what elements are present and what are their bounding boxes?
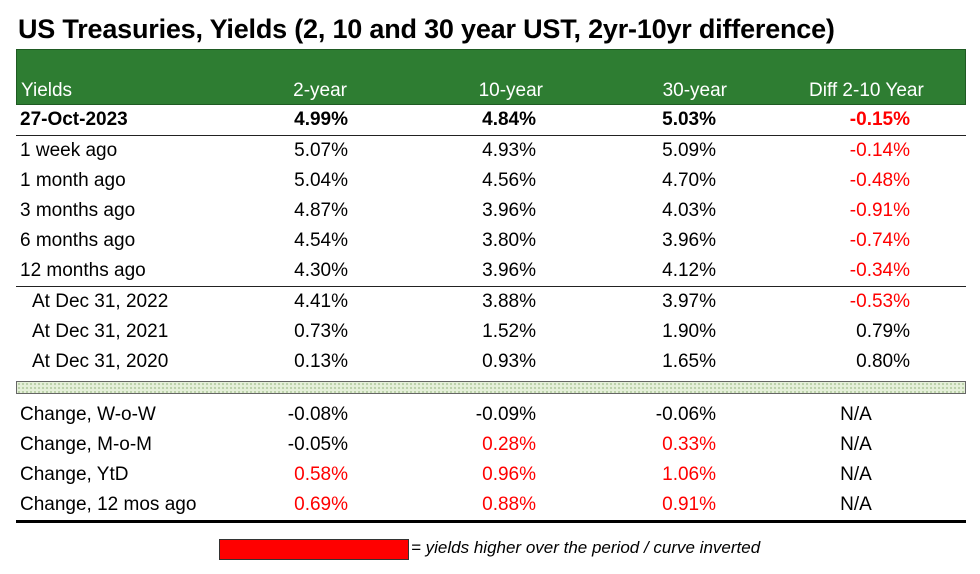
row-label: Change, W-o-W — [20, 404, 156, 425]
cell-diff: N/A — [840, 434, 872, 455]
table-row: 3 months ago 4.87% 3.96% 4.03% -0.91% — [16, 196, 966, 226]
table-bottom-rule — [16, 520, 966, 523]
table-row: 1 week ago 5.07% 4.93% 5.09% -0.14% — [16, 135, 966, 166]
legend-red-swatch — [219, 539, 409, 560]
row-label: 3 months ago — [20, 200, 136, 221]
legend-text: = yields higher over the period / curve … — [411, 538, 761, 557]
cell-2yr: -0.05% — [287, 434, 348, 455]
cell-diff: N/A — [840, 464, 872, 485]
cell-30yr: 5.03% — [662, 109, 716, 130]
table-header: Yields 2-year 10-year 30-year Diff 2-10 … — [16, 49, 966, 105]
table-row: 1 month ago 5.04% 4.56% 4.70% -0.48% — [16, 166, 966, 196]
cell-10yr: 4.93% — [482, 140, 536, 161]
yields-table: Yields 2-year 10-year 30-year Diff 2-10 … — [16, 49, 966, 523]
cell-30yr: -0.06% — [655, 404, 716, 425]
table-title: US Treasuries, Yields (2, 10 and 30 year… — [18, 14, 835, 44]
cell-10yr: 0.93% — [482, 351, 536, 372]
cell-diff: -0.14% — [849, 140, 910, 161]
table-row: At Dec 31, 2022 4.41% 3.88% 3.97% -0.53% — [16, 286, 966, 317]
row-label: Change, YtD — [20, 464, 129, 485]
row-label: 27-Oct-2023 — [20, 109, 128, 130]
cell-30yr: 4.12% — [662, 260, 716, 281]
cell-10yr: 3.96% — [482, 200, 536, 221]
row-label: 12 months ago — [20, 260, 146, 281]
cell-10yr: 0.96% — [482, 464, 536, 485]
header-10-year: 10-year — [478, 80, 543, 101]
cell-30yr: 0.33% — [662, 434, 716, 455]
cell-10yr: 4.56% — [482, 170, 536, 191]
cell-10yr: 3.96% — [482, 260, 536, 281]
cell-10yr: 1.52% — [482, 321, 536, 342]
cell-diff: -0.53% — [849, 291, 910, 312]
cell-2yr: 4.54% — [294, 230, 348, 251]
row-label: 6 months ago — [20, 230, 136, 251]
row-label: Change, M-o-M — [20, 434, 152, 455]
cell-30yr: 4.03% — [662, 200, 716, 221]
cell-2yr: 0.69% — [294, 494, 348, 515]
cell-diff: -0.74% — [849, 230, 910, 251]
cell-30yr: 5.09% — [662, 140, 716, 161]
cell-30yr: 1.90% — [662, 321, 716, 342]
header-yields: Yields — [21, 80, 73, 101]
cell-2yr: 0.73% — [294, 321, 348, 342]
cell-diff: -0.48% — [849, 170, 910, 191]
cell-2yr: 4.41% — [294, 291, 348, 312]
table-row: At Dec 31, 2020 0.13% 0.93% 1.65% 0.80% — [16, 347, 966, 377]
cell-10yr: 0.88% — [482, 494, 536, 515]
separator-band — [16, 381, 966, 394]
cell-30yr: 3.97% — [662, 291, 716, 312]
cell-diff: 0.80% — [856, 351, 910, 372]
row-label: At Dec 31, 2022 — [32, 291, 169, 312]
cell-30yr: 4.70% — [662, 170, 716, 191]
row-label: Change, 12 mos ago — [20, 494, 197, 515]
cell-diff: -0.91% — [849, 200, 910, 221]
cell-2yr: 4.87% — [294, 200, 348, 221]
cell-30yr: 0.91% — [662, 494, 716, 515]
cell-10yr: 3.88% — [482, 291, 536, 312]
table-row: Change, 12 mos ago 0.69% 0.88% 0.91% N/A — [16, 490, 966, 520]
cell-2yr: -0.08% — [287, 404, 348, 425]
header-2-year: 2-year — [293, 80, 347, 101]
cell-30yr: 3.96% — [662, 230, 716, 251]
cell-diff: -0.15% — [849, 109, 910, 130]
cell-diff: 0.79% — [856, 321, 910, 342]
cell-diff: -0.34% — [849, 260, 910, 281]
cell-30yr: 1.65% — [662, 351, 716, 372]
cell-2yr: 4.99% — [294, 109, 348, 130]
row-label: At Dec 31, 2020 — [32, 351, 169, 372]
table-row: 6 months ago 4.54% 3.80% 3.96% -0.74% — [16, 226, 966, 256]
cell-diff: N/A — [840, 494, 872, 515]
cell-10yr: -0.09% — [475, 404, 536, 425]
header-30-year: 30-year — [662, 80, 727, 101]
table-row: 27-Oct-2023 4.99% 4.84% 5.03% -0.15% — [16, 105, 966, 135]
cell-2yr: 4.30% — [294, 260, 348, 281]
cell-2yr: 0.58% — [294, 464, 348, 485]
table-row: Change, W-o-W -0.08% -0.09% -0.06% N/A — [16, 400, 966, 430]
table-row: Change, YtD 0.58% 0.96% 1.06% N/A — [16, 460, 966, 490]
legend: = yields higher over the period / curve … — [219, 538, 899, 560]
cell-10yr: 3.80% — [482, 230, 536, 251]
cell-10yr: 0.28% — [482, 434, 536, 455]
cell-10yr: 4.84% — [482, 109, 536, 130]
row-label: 1 week ago — [20, 140, 118, 161]
row-label: 1 month ago — [20, 170, 126, 191]
table-row: At Dec 31, 2021 0.73% 1.52% 1.90% 0.79% — [16, 317, 966, 347]
cell-2yr: 5.04% — [294, 170, 348, 191]
cell-30yr: 1.06% — [662, 464, 716, 485]
cell-diff: N/A — [840, 404, 872, 425]
cell-2yr: 0.13% — [294, 351, 348, 372]
table-row: 12 months ago 4.30% 3.96% 4.12% -0.34% — [16, 256, 966, 286]
cell-2yr: 5.07% — [294, 140, 348, 161]
row-label: At Dec 31, 2021 — [32, 321, 169, 342]
header-diff: Diff 2-10 Year — [809, 80, 924, 101]
table-row: Change, M-o-M -0.05% 0.28% 0.33% N/A — [16, 430, 966, 460]
